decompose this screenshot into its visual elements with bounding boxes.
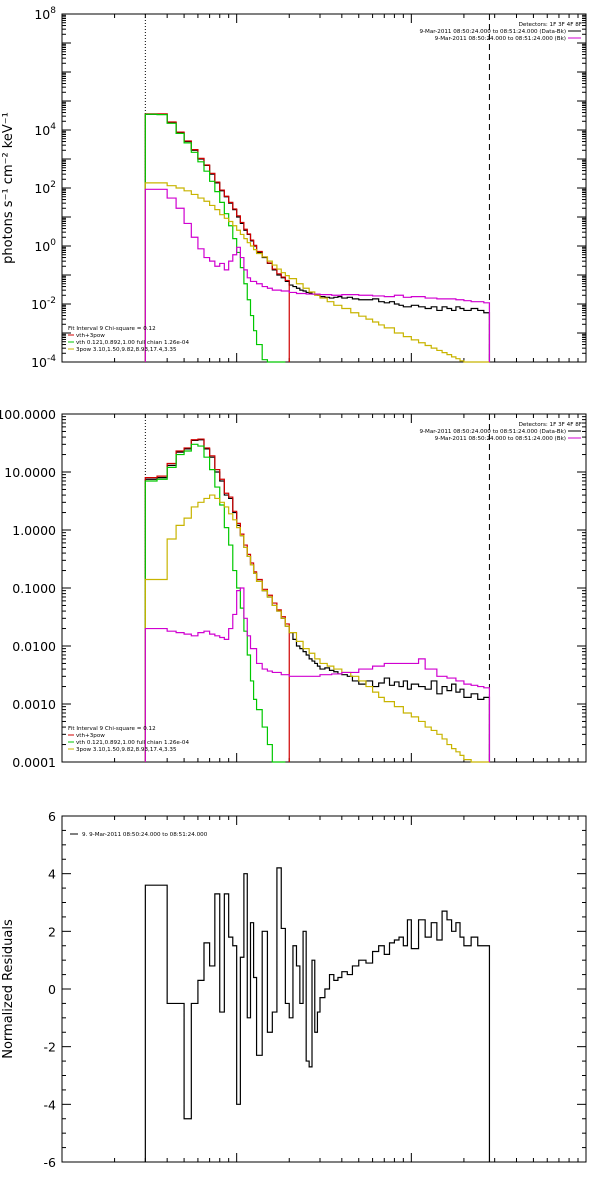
y-tick-label: 6: [48, 809, 56, 824]
series-line-4: [144, 587, 491, 762]
y-tick-label: 100.0000: [0, 407, 56, 422]
y-tick-label: 100: [34, 238, 56, 254]
y-tick-exponent: 2: [50, 180, 56, 190]
y-tick-label: -6: [44, 1155, 57, 1170]
fit-legend-line: vth 0.121,0.892,1.00 full chian 1.26e-04: [76, 340, 189, 346]
count-flux-panel: 0.0001 0.0010 0.0100 0.1000 1.0000 10.0000 100…: [0, 407, 587, 770]
info-legend-line: 9-Mar-2011 08:50:24.000 to 08:51:24.000 …: [435, 436, 566, 442]
y-tick-label: 2: [48, 924, 56, 939]
info-legend-line: 9-Mar-2011 08:50:24.000 to 08:51:24.000 …: [435, 36, 566, 42]
y-tick-label: 10-4: [31, 354, 56, 370]
y-tick-label: 0.0100: [12, 639, 56, 654]
y-tick-label: 102: [34, 180, 56, 196]
y-tick-exponent: 0: [50, 238, 56, 248]
info-legend-line: Detectors: 1F 3F 4F 8F: [519, 22, 582, 28]
y-tick-label: 104: [34, 122, 56, 138]
y-tick-base: 10: [31, 297, 47, 312]
fit-legend-line: 3pow 3.10,1.50,9.82,8.93,17.4,3.35: [76, 347, 177, 353]
series-line-2: [144, 443, 286, 763]
y-tick-label: -4: [44, 1097, 57, 1112]
info-legend-line: 9. 9-Mar-2011 08:50:24.000 to 08:51:24.0…: [82, 832, 208, 838]
y-tick-base: 10: [34, 239, 50, 254]
y-tick-label: 0.0001: [12, 755, 56, 770]
y-tick-exponent: 8: [50, 6, 56, 16]
y-tick-label: 10-2: [31, 296, 56, 312]
y-tick-base: 10: [34, 7, 50, 22]
residuals-panel: -6 -4 -2 0 2 4 6 Normalized Residuals 9. 9-Mar-2…: [1, 809, 587, 1170]
y-tick-label: 1.0000: [12, 523, 56, 538]
y-tick-base: 10: [34, 181, 50, 196]
y-tick-base: 10: [34, 123, 50, 138]
y-tick-label: 108: [34, 6, 56, 22]
info-legend-line: Detectors: 1F 3F 4F 8F: [519, 422, 582, 428]
info-legend-line: 9-Mar-2011 08:50:24.000 to 08:51:24.000 …: [419, 29, 566, 35]
y-tick-label: 4: [48, 867, 56, 882]
y-tick-label: 0.1000: [12, 581, 56, 596]
fit-legend-line: vth+3pow: [76, 333, 105, 339]
series-line-3: [144, 182, 490, 363]
series-line-0: [144, 439, 491, 762]
y-tick-label: 0.0010: [12, 697, 56, 712]
fit-legend-line: vth 0.121,0.892,1.00 full chian 1.26e-04: [76, 740, 189, 746]
series-line-3: [144, 494, 490, 763]
y-axis-label: Normalized Residuals: [1, 919, 16, 1059]
series-line-4: [144, 188, 491, 362]
y-tick-label: -2: [44, 1040, 56, 1055]
fit-legend-line: Fit Interval 9 Chi-square = 0.12: [68, 326, 156, 332]
y-tick-label: 10.0000: [4, 465, 56, 480]
y-tick-exponent: 4: [50, 122, 56, 132]
y-tick-label: 0: [48, 982, 56, 997]
y-axis-label: photons s⁻¹ cm⁻² keV⁻¹: [1, 112, 16, 264]
series-line-0: [144, 867, 491, 1162]
info-legend-line: 9-Mar-2011 08:50:24.000 to 08:51:24.000 …: [419, 429, 566, 435]
fit-legend-line: 3pow 3.10,1.50,9.82,8.93,17.4,3.35: [76, 747, 177, 753]
y-tick-base: 10: [31, 355, 47, 370]
y-tick-exponent: -4: [47, 354, 56, 364]
fit-legend-line: vth+3pow: [76, 733, 105, 739]
y-tick-exponent: -2: [47, 296, 56, 306]
fit-legend-line: Fit Interval 9 Chi-square = 0.12: [68, 726, 156, 732]
